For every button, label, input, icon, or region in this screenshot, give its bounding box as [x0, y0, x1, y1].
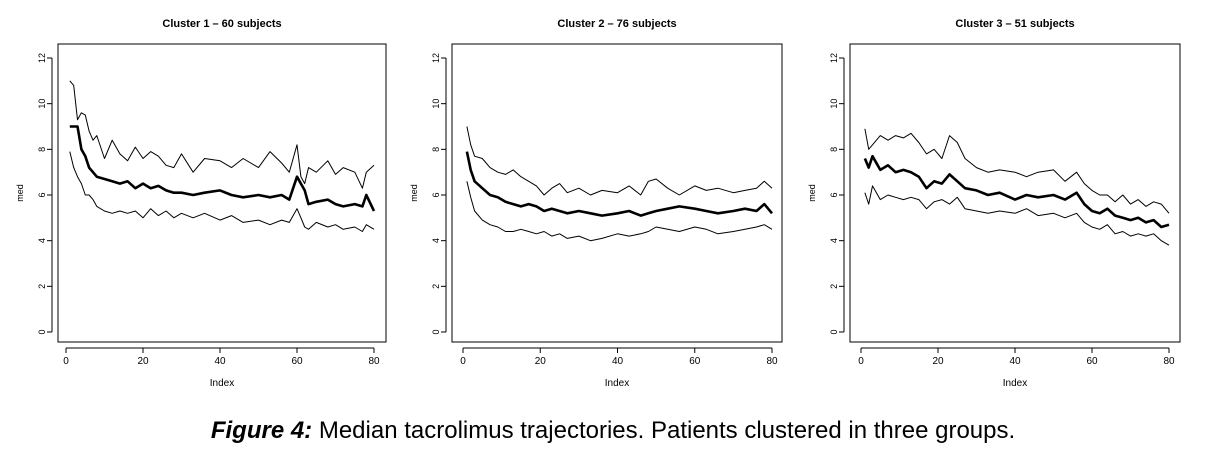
x-tick-label: 20: [137, 356, 149, 367]
y-tick-label: 10: [431, 99, 441, 109]
caption-label: Figure 4:: [210, 417, 313, 444]
y-tick-label: 8: [37, 147, 47, 152]
x-tick-label: 0: [858, 356, 864, 367]
y-axis-label-2: med: [409, 184, 419, 202]
y-tick-label: 2: [829, 284, 839, 289]
y-tick-label: 8: [431, 147, 441, 152]
x-tick-label: 0: [460, 356, 466, 367]
y-axis-label-3: med: [807, 184, 817, 202]
series-upper-line-3: [864, 128, 1170, 214]
y-tick-label: 2: [431, 284, 441, 289]
x-axis-label-3: Index: [1003, 378, 1027, 389]
y-tick-label: 12: [829, 53, 839, 63]
x-tick-label: 80: [766, 356, 778, 367]
series-median-line-3: [863, 154, 1170, 229]
chart-title-2: Cluster 2 – 76 subjects: [557, 18, 676, 30]
x-tick-label: 80: [1163, 356, 1175, 367]
x-tick-label: 40: [612, 356, 624, 367]
y-tick-label: 0: [829, 329, 839, 334]
series-lower-line-1: [69, 151, 375, 232]
y-tick-label: 10: [829, 99, 839, 109]
plot-frame-1: [57, 43, 387, 343]
y-tick-label: 0: [37, 329, 47, 334]
chart-title-3: Cluster 3 – 51 subjects: [955, 18, 1074, 30]
x-tick-label: 20: [932, 356, 944, 367]
figure-caption: Figure 4: Median tacrolimus trajectories…: [0, 415, 1226, 447]
y-tick-label: 8: [829, 147, 839, 152]
y-tick-label: 4: [829, 238, 839, 243]
chart-title-1: Cluster 1 – 60 subjects: [162, 18, 281, 30]
x-axis-label-1: Index: [210, 378, 234, 389]
series-lower-line-3: [864, 185, 1170, 246]
x-tick-label: 60: [689, 356, 701, 367]
y-tick-label: 6: [431, 192, 441, 197]
x-tick-label: 40: [1009, 356, 1021, 367]
y-tick-label: 6: [37, 192, 47, 197]
y-tick-label: 12: [431, 53, 441, 63]
x-tick-label: 20: [535, 356, 547, 367]
x-tick-label: 60: [1086, 356, 1098, 367]
x-tick-label: 40: [214, 356, 226, 367]
y-axis-label-1: med: [15, 184, 25, 202]
y-tick-label: 12: [37, 53, 47, 63]
plot-frame-3: [849, 43, 1181, 343]
x-tick-label: 0: [63, 356, 69, 367]
y-tick-label: 0: [431, 329, 441, 334]
series-median-line-1: [69, 125, 376, 212]
x-axis-label-2: Index: [605, 378, 629, 389]
y-tick-label: 10: [37, 99, 47, 109]
series-median-line-2: [465, 151, 773, 217]
x-tick-label: 60: [291, 356, 303, 367]
series-upper-line-1: [69, 80, 375, 189]
series-upper-line-2: [466, 126, 773, 196]
caption-text: Median tacrolimus trajectories. Patients…: [312, 417, 1016, 444]
plot-frame-2: [451, 43, 783, 343]
y-tick-label: 4: [431, 238, 441, 243]
y-tick-label: 6: [829, 192, 839, 197]
y-tick-label: 4: [37, 238, 47, 243]
series-lower-line-2: [466, 181, 773, 242]
x-tick-label: 80: [368, 356, 380, 367]
y-tick-label: 2: [37, 284, 47, 289]
